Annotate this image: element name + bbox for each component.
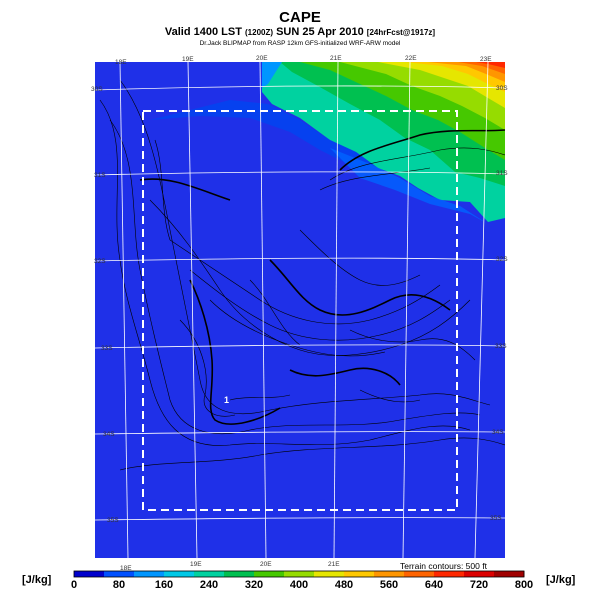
lon-label-top: 18E [115, 59, 127, 66]
colorbar-swatch [434, 571, 465, 577]
lat-label-left: 33S [101, 345, 113, 352]
colorbar-tick-label: 560 [379, 579, 399, 591]
colorbar-tick-label: 80 [112, 579, 126, 591]
colorbar-swatch [74, 571, 105, 577]
lat-label-right: 35S [490, 515, 502, 522]
lat-label-left: 34S [103, 431, 115, 438]
valid-time: Valid 1400 LST (1200Z) SUN 25 Apr 2010 [… [164, 26, 436, 38]
colorbar-swatch [194, 571, 225, 577]
colorbar-unit-left: [J/kg] [22, 574, 52, 586]
colorbar-tick-label: 240 [199, 579, 219, 591]
colorbar-swatch [374, 571, 405, 577]
lat-label-right: 34S [492, 429, 504, 436]
site-marker-label: 1 [224, 395, 229, 405]
lat-label-right: 31S [496, 170, 508, 177]
lon-label-bottom: 20E [260, 561, 272, 568]
colorbar-swatch [314, 571, 345, 577]
lon-label-top: 23E [480, 56, 492, 63]
domain-box [142, 110, 458, 511]
terrain-note: Terrain contours: 500 ft [400, 561, 487, 571]
colorbar-unit-right: [J/kg] [546, 574, 576, 586]
colorbar-tick-label: 640 [424, 579, 444, 591]
lat-label-right: 33S [495, 343, 507, 350]
lat-label-left: 30S [91, 86, 103, 93]
lat-lon-grid [95, 62, 505, 558]
lon-label-top: 21E [330, 55, 342, 62]
colorbar-tick-label: 720 [469, 579, 489, 591]
colorbar-swatch [134, 571, 165, 577]
colorbar-tick-label: 160 [154, 579, 174, 591]
colorbar-swatch [254, 571, 285, 577]
map-title: CAPE [279, 9, 321, 26]
lat-label-right: 30S [496, 85, 508, 92]
lon-label-bottom: 21E [328, 561, 340, 568]
colorbar-tick-label: 0 [70, 579, 78, 591]
lat-label-left: 31S [94, 172, 106, 179]
colorbar-tick-label: 480 [334, 579, 354, 591]
lat-label-left: 35S [107, 517, 119, 524]
model-credit: Dr.Jack BLIPMAP from RASP 12km GFS-initi… [199, 40, 401, 47]
lon-label-bottom: 19E [190, 561, 202, 568]
colorbar-swatch [164, 571, 195, 577]
lat-label-right: 32S [496, 256, 508, 263]
lat-label-left: 32S [94, 258, 106, 265]
colorbar-tick-label: 400 [289, 579, 309, 591]
colorbar-swatch [404, 571, 435, 577]
colorbar-tick-label: 800 [514, 579, 534, 591]
grid-labels: 18E 19E 20E 21E 22E 23E 18E 19E 20E 21E … [91, 55, 508, 572]
colorbar-swatch [224, 571, 255, 577]
colorbar-swatch [284, 571, 315, 577]
colorbar-swatch [104, 571, 135, 577]
lon-label-top: 20E [256, 55, 268, 62]
colorbar [73, 570, 525, 578]
cape-high-region [150, 62, 505, 224]
lon-label-bottom: 18E [120, 565, 132, 572]
colorbar-swatch [344, 571, 375, 577]
lon-label-top: 19E [182, 56, 194, 63]
colorbar-tick-label: 320 [244, 579, 264, 591]
colorbar-swatch [464, 571, 495, 577]
lon-label-top: 22E [405, 55, 417, 62]
colorbar-swatch [494, 571, 525, 577]
